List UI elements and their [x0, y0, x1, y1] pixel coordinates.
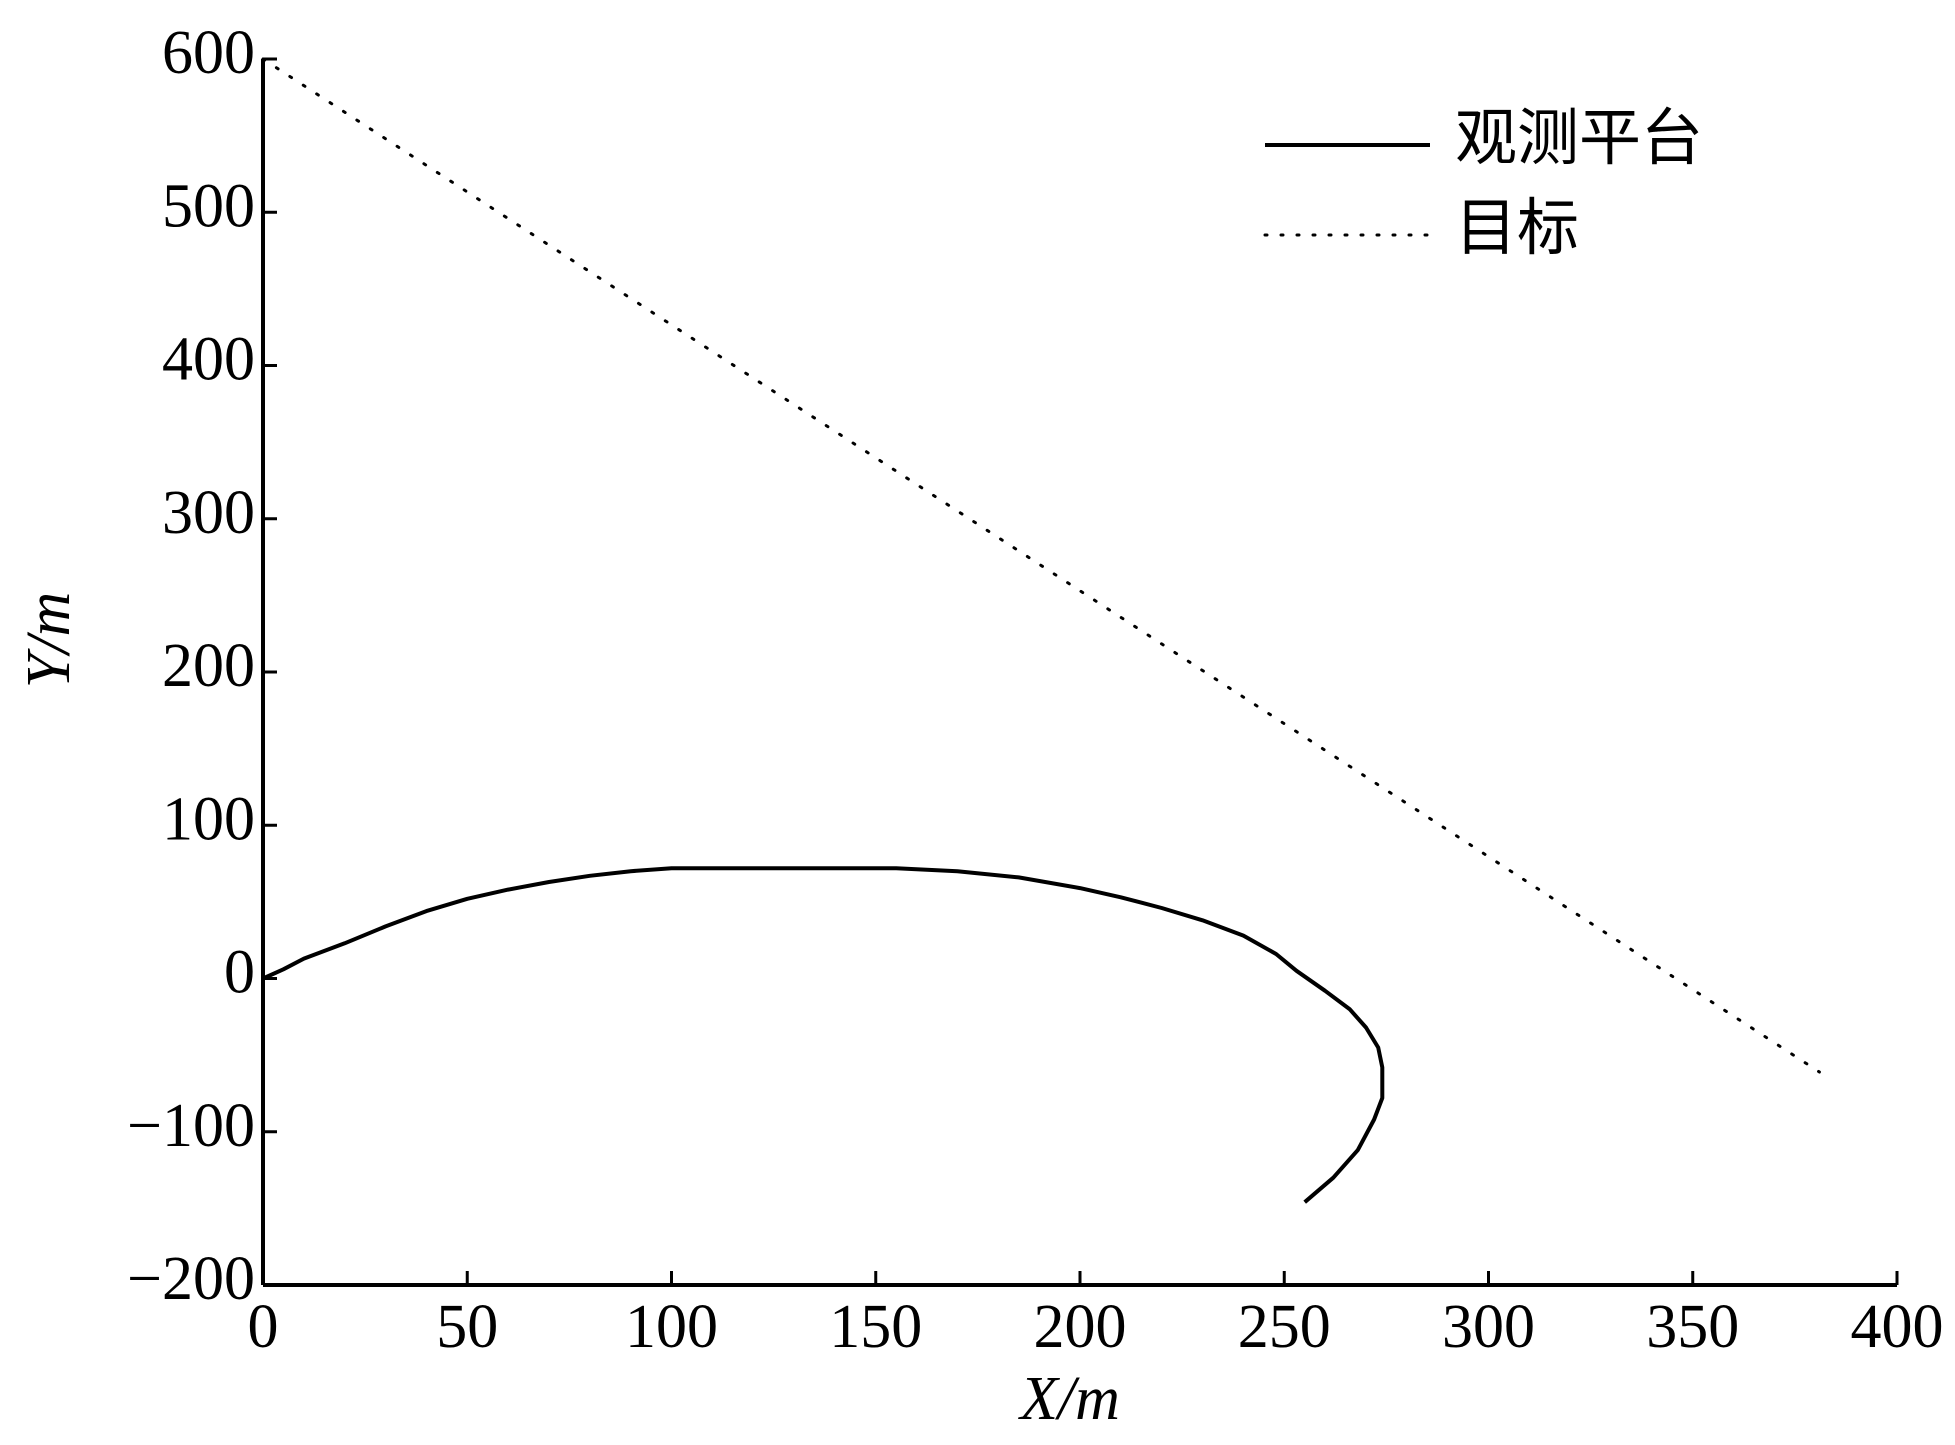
- y-axis-label: Y/m: [15, 592, 83, 688]
- x-tick-label: 0: [248, 1293, 279, 1361]
- x-tick-label: 100: [625, 1293, 718, 1361]
- y-tick-label: 100: [162, 785, 255, 853]
- legend-label: 观测平台: [1455, 105, 1703, 173]
- y-tick-label: −200: [127, 1245, 255, 1313]
- y-tick-label: 200: [162, 632, 255, 700]
- y-tick-label: 400: [162, 326, 255, 394]
- legend-label: 目标: [1455, 195, 1579, 263]
- x-axis-label: X/m: [1017, 1365, 1120, 1433]
- series-line: [261, 57, 1821, 1074]
- x-tick-label: 300: [1442, 1293, 1535, 1361]
- y-tick-label: 0: [224, 939, 255, 1007]
- x-tick-label: 150: [829, 1293, 922, 1361]
- y-tick-label: 600: [162, 19, 255, 87]
- x-tick-label: 50: [436, 1293, 498, 1361]
- x-tick-label: 250: [1238, 1293, 1331, 1361]
- y-tick-label: 300: [162, 479, 255, 547]
- x-tick-label: 400: [1851, 1293, 1944, 1361]
- y-tick-label: 500: [162, 172, 255, 240]
- x-tick-label: 350: [1646, 1293, 1739, 1361]
- series-line: [262, 866, 1385, 1204]
- y-tick-label: −100: [127, 1092, 255, 1160]
- x-tick-label: 200: [1034, 1293, 1127, 1361]
